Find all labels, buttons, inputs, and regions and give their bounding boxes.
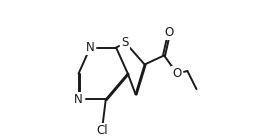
- Text: O: O: [172, 67, 182, 80]
- Text: O: O: [165, 26, 174, 39]
- Text: N: N: [86, 41, 95, 54]
- Text: S: S: [122, 36, 129, 49]
- Text: Cl: Cl: [96, 124, 108, 137]
- Text: N: N: [74, 93, 83, 106]
